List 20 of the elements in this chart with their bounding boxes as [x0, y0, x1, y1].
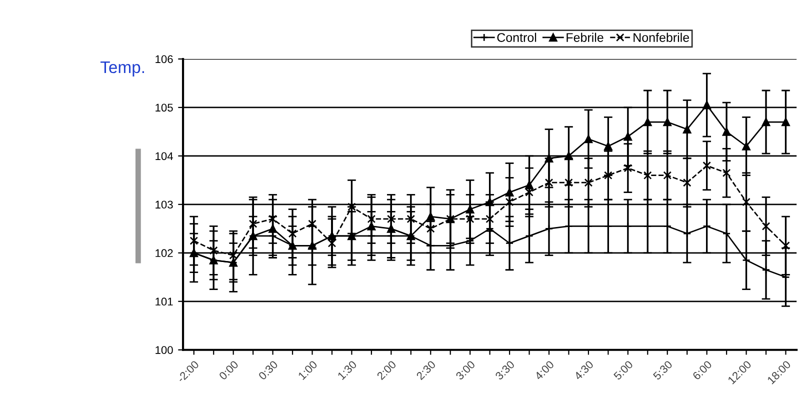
x-tick-label: 5:30 [652, 360, 673, 380]
x-tick-label: 0:30 [258, 360, 278, 380]
x-tick-label: 6:00 [692, 360, 712, 380]
x-tick-label: 3:30 [494, 360, 516, 380]
x-tick-label: 4:00 [534, 360, 554, 380]
legend-label: Febrile [566, 32, 604, 42]
legend-label: Nonfebrile [634, 32, 690, 42]
y-axis-title: Temp. [100, 62, 144, 76]
y-tick-label: 104 [156, 152, 173, 160]
y-tick-label: 103 [156, 200, 173, 209]
y-tick-label: 101 [156, 298, 173, 306]
x-tick-label: 0:00 [218, 360, 239, 380]
x-tick-label: 3:00 [455, 360, 476, 380]
y-tick-label: 100 [156, 346, 173, 354]
y-tick-label: 105 [156, 104, 173, 112]
y-tick-label: 102 [156, 249, 173, 258]
x-tick-label: 5:00 [613, 360, 634, 380]
y-tick-label: 106 [156, 55, 173, 64]
x-tick-label: 4:30 [574, 360, 594, 380]
legend-label: Control [497, 32, 536, 42]
